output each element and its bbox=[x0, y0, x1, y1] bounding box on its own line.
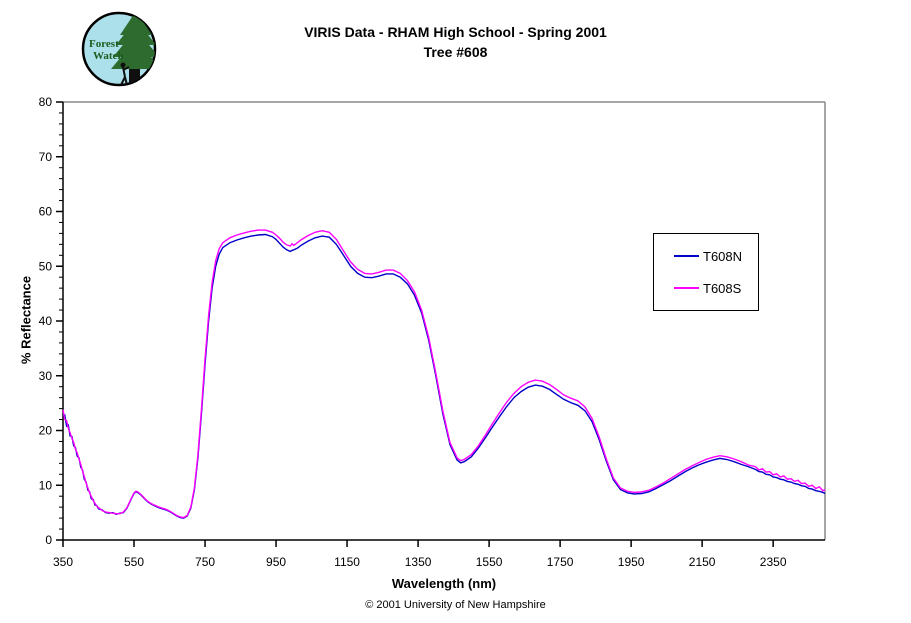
svg-text:80: 80 bbox=[39, 95, 53, 109]
legend-label-t608s: T608S bbox=[703, 280, 742, 296]
svg-text:2150: 2150 bbox=[689, 555, 716, 569]
y-axis-label: % Reflectance bbox=[18, 275, 34, 365]
svg-text:1950: 1950 bbox=[618, 555, 645, 569]
legend-item-t608s: T608S bbox=[654, 281, 758, 296]
svg-text:950: 950 bbox=[266, 555, 286, 569]
svg-text:10: 10 bbox=[39, 478, 53, 492]
legend-item-t608n: T608N bbox=[654, 249, 758, 264]
svg-text:1350: 1350 bbox=[405, 555, 432, 569]
logo-tree bbox=[111, 13, 155, 85]
svg-text:70: 70 bbox=[39, 150, 53, 164]
footer-copyright: © 2001 University of New Hampshire bbox=[365, 599, 546, 611]
svg-text:1150: 1150 bbox=[334, 555, 360, 569]
svg-text:0: 0 bbox=[45, 533, 52, 547]
logo-person bbox=[120, 62, 130, 85]
svg-text:20: 20 bbox=[39, 424, 53, 438]
legend-box: T608N T608S bbox=[653, 233, 759, 311]
x-axis-label: Wavelength (nm) bbox=[391, 576, 497, 591]
svg-text:750: 750 bbox=[195, 555, 215, 569]
svg-text:350: 350 bbox=[53, 555, 73, 569]
legend-swatch-t608s bbox=[674, 287, 699, 289]
page-title: VIRIS Data - RHAM High School - Spring 2… bbox=[0, 22, 911, 62]
svg-text:1550: 1550 bbox=[476, 555, 503, 569]
svg-text:50: 50 bbox=[39, 259, 53, 273]
svg-text:40: 40 bbox=[39, 314, 53, 328]
legend-swatch-t608n bbox=[674, 255, 699, 257]
logo-text-forest: Forest bbox=[89, 38, 119, 50]
title-line-1: VIRIS Data - RHAM High School - Spring 2… bbox=[304, 24, 607, 40]
svg-text:1750: 1750 bbox=[547, 555, 574, 569]
logo-text-watch: Watch bbox=[93, 50, 124, 62]
forest-watch-logo: Forest Watch bbox=[81, 11, 157, 87]
svg-text:550: 550 bbox=[124, 555, 144, 569]
svg-text:30: 30 bbox=[39, 369, 53, 383]
svg-text:2350: 2350 bbox=[760, 555, 787, 569]
legend-label-t608n: T608N bbox=[703, 248, 743, 264]
svg-text:60: 60 bbox=[39, 205, 53, 219]
title-line-2: Tree #608 bbox=[423, 44, 488, 60]
